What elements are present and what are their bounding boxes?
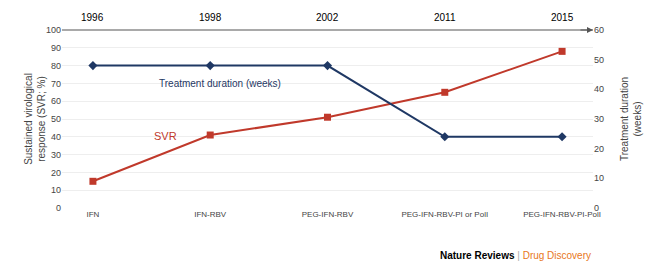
svg-text:50: 50 (594, 55, 604, 65)
svg-text:SVR: SVR (154, 130, 177, 142)
svg-text:30: 30 (594, 114, 604, 124)
svg-text:40: 40 (51, 132, 61, 142)
svg-text:Sustained virologicalresponse: Sustained virologicalresponse (SVR; %) (23, 73, 47, 165)
svg-text:Treatment duration(weeks): Treatment duration(weeks) (619, 77, 643, 161)
svg-text:30: 30 (51, 150, 61, 160)
svg-text:2015: 2015 (551, 12, 574, 23)
svg-text:100: 100 (46, 25, 61, 35)
svg-text:0: 0 (594, 203, 599, 213)
svg-text:90: 90 (51, 43, 61, 53)
svg-text:10: 10 (51, 185, 61, 195)
svg-text:80: 80 (51, 61, 61, 71)
svg-text:40: 40 (594, 84, 604, 94)
svg-text:60: 60 (51, 96, 61, 106)
svg-text:PEG-IFN-RBV-PI or PolI: PEG-IFN-RBV-PI or PolI (401, 210, 488, 219)
svg-text:1998: 1998 (199, 12, 222, 23)
svg-text:70: 70 (51, 79, 61, 89)
svg-text:IFN: IFN (86, 210, 99, 219)
svg-text:50: 50 (51, 114, 61, 124)
svg-text:PEG-IFN-RBV-PI-PolI: PEG-IFN-RBV-PI-PolI (523, 210, 601, 219)
svg-text:IFN-RBV: IFN-RBV (194, 210, 227, 219)
svg-text:2002: 2002 (316, 12, 339, 23)
svg-text:2011: 2011 (434, 12, 456, 23)
svg-text:1996: 1996 (81, 12, 104, 23)
svg-text:60: 60 (594, 25, 604, 35)
svg-text:Nature Reviews | Drug Discover: Nature Reviews | Drug Discovery (440, 250, 591, 261)
svg-text:PEG-IFN-RBV: PEG-IFN-RBV (302, 210, 354, 219)
svg-text:Treatment duration (weeks): Treatment duration (weeks) (159, 78, 281, 89)
svg-text:10: 10 (594, 173, 604, 183)
svg-text:20: 20 (594, 144, 604, 154)
svg-text:0: 0 (56, 203, 61, 213)
svg-text:20: 20 (51, 168, 61, 178)
